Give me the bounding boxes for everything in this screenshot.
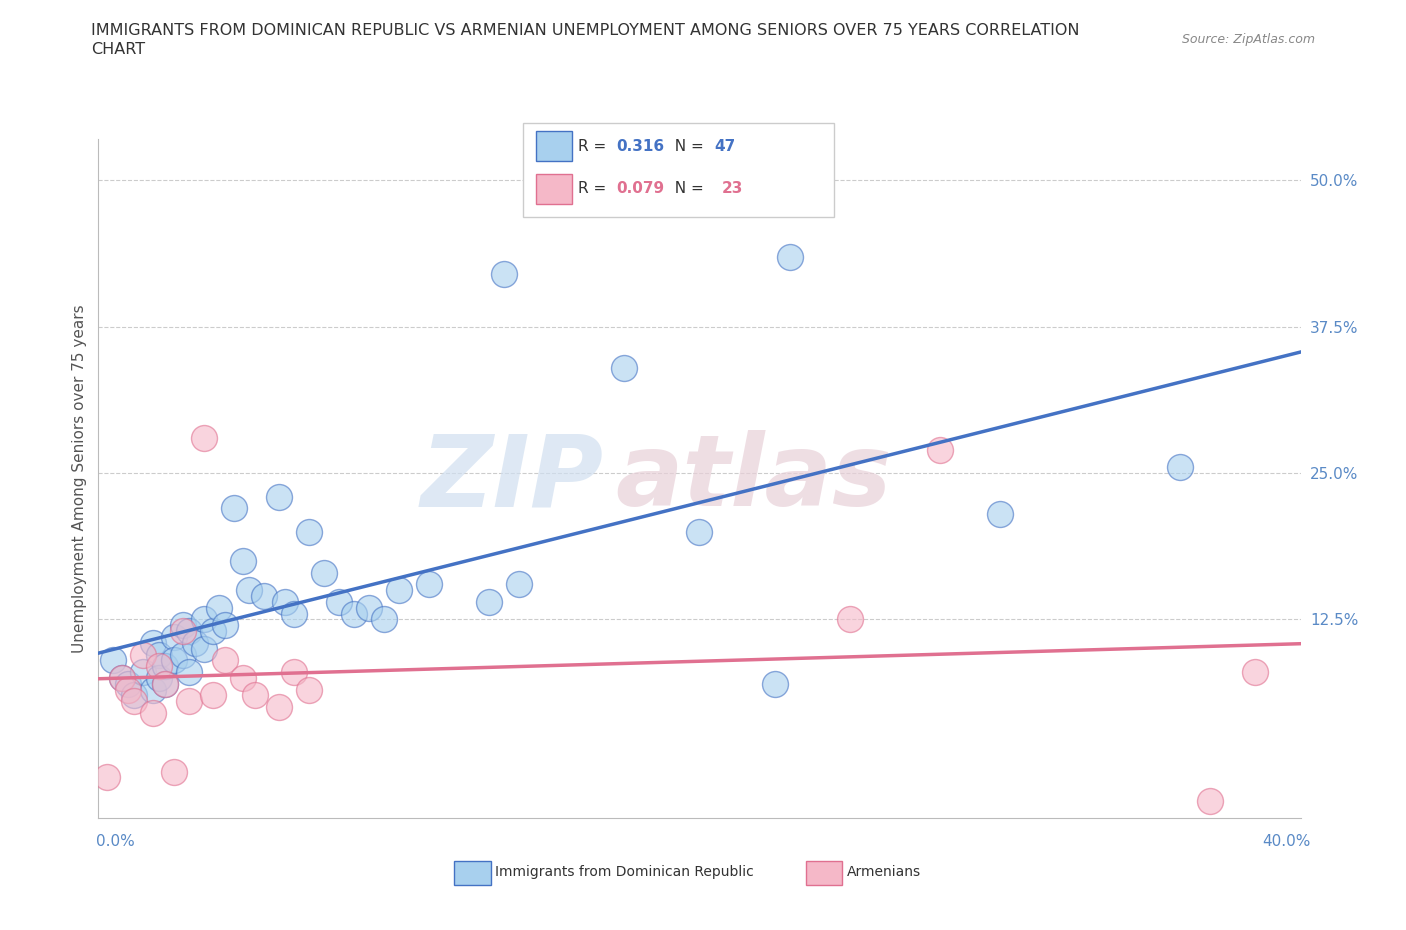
Point (283, 606, 305, 621)
Point (929, 443, 952, 458)
Point (117, 676, 139, 691)
Point (388, 583, 411, 598)
Point (373, 612, 395, 627)
Text: 0.316: 0.316 (616, 139, 664, 153)
Point (283, 665, 305, 680)
Point (298, 525, 321, 539)
Text: CHART: CHART (91, 42, 145, 57)
Point (153, 676, 176, 691)
Point (688, 525, 710, 539)
Point (148, 671, 170, 685)
Text: 0.0%: 0.0% (96, 834, 135, 849)
Text: Source: ZipAtlas.com: Source: ZipAtlas.com (1181, 33, 1315, 46)
Point (172, 618, 194, 632)
Point (238, 583, 260, 598)
Point (253, 589, 276, 604)
Point (153, 658, 176, 673)
Point (243, 688, 266, 703)
Point (779, 249, 801, 264)
Point (117, 683, 139, 698)
Point (96, 770, 118, 785)
Point (162, 653, 184, 668)
Point (124, 694, 146, 709)
Point (141, 706, 163, 721)
Text: Armenians: Armenians (846, 865, 921, 880)
Point (201, 688, 224, 703)
Point (763, 676, 786, 691)
Point (328, 594, 350, 609)
Point (508, 577, 530, 591)
Point (172, 647, 194, 662)
Point (111, 671, 134, 685)
Text: R =: R = (578, 181, 612, 196)
Point (148, 647, 170, 662)
Point (153, 676, 176, 691)
Point (988, 507, 1011, 522)
Point (183, 635, 205, 650)
Point (132, 647, 155, 662)
Point (132, 665, 155, 680)
Point (193, 612, 215, 627)
Point (214, 618, 236, 632)
Point (148, 658, 170, 673)
Point (1170, 459, 1192, 474)
Point (177, 665, 200, 680)
Point (193, 431, 215, 445)
Text: 0.079: 0.079 (616, 181, 664, 196)
Point (494, 267, 516, 282)
Text: N =: N = (665, 181, 709, 196)
Point (214, 653, 236, 668)
Text: 40.0%: 40.0% (1263, 834, 1310, 849)
Text: R =: R = (578, 139, 612, 153)
Text: 23: 23 (721, 181, 742, 196)
Point (208, 600, 231, 615)
Point (162, 630, 184, 644)
Point (1244, 665, 1267, 680)
Text: Immigrants from Dominican Republic: Immigrants from Dominican Republic (495, 865, 754, 880)
Point (267, 489, 290, 504)
Point (418, 577, 440, 591)
Point (177, 694, 200, 709)
Text: N =: N = (665, 139, 709, 153)
Text: ZIP: ZIP (420, 431, 603, 527)
Point (267, 699, 290, 714)
Text: IMMIGRANTS FROM DOMINICAN REPUBLIC VS ARMENIAN UNEMPLOYMENT AMONG SENIORS OVER 7: IMMIGRANTS FROM DOMINICAN REPUBLIC VS AR… (91, 23, 1080, 38)
Point (298, 683, 321, 698)
Text: atlas: atlas (616, 431, 891, 527)
Point (162, 764, 184, 779)
Point (141, 635, 163, 650)
Point (124, 688, 146, 703)
Point (172, 624, 194, 639)
Point (222, 500, 245, 515)
Point (478, 594, 501, 609)
Point (274, 594, 297, 609)
Point (103, 653, 125, 668)
Point (193, 642, 215, 657)
Point (613, 360, 636, 375)
Y-axis label: Unemployment Among Seniors over 75 years: Unemployment Among Seniors over 75 years (72, 305, 87, 653)
Point (838, 612, 860, 627)
Point (141, 683, 163, 698)
Point (343, 606, 366, 621)
Point (232, 671, 254, 685)
Text: 47: 47 (714, 139, 735, 153)
Point (177, 624, 200, 639)
Point (232, 553, 254, 568)
Point (1199, 793, 1222, 808)
Point (357, 600, 380, 615)
Point (201, 624, 224, 639)
Point (312, 565, 335, 580)
Point (111, 671, 134, 685)
